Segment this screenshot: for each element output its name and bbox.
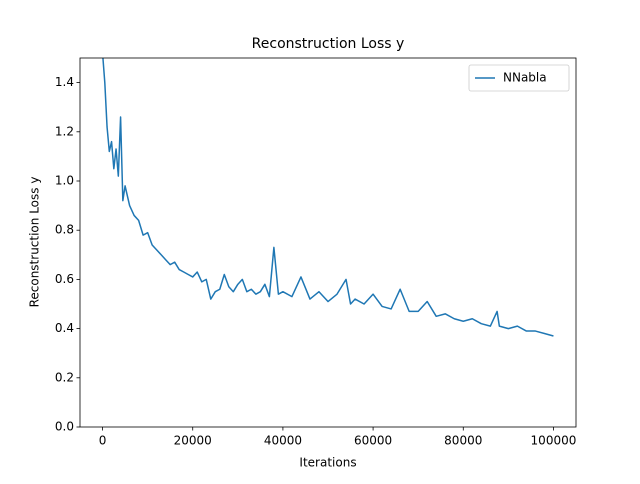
axes-frame [79,57,577,428]
chart-title: Reconstruction Loss y [252,36,405,52]
x-axis-label: Iterations [299,456,356,470]
legend-box [468,64,570,92]
y-tick-label: 0.2 [55,370,74,384]
x-tick-label: 20000 [174,434,212,448]
y-tick-label: 1.0 [55,174,74,188]
x-tick-label: 80000 [444,434,482,448]
legend-label: NNabla [503,71,547,85]
data-line [102,58,554,337]
y-tick-label: 0.8 [55,223,74,237]
y-tick-label: 1.4 [55,75,74,89]
y-tick-label: 0.6 [55,272,74,286]
x-tick-label: 100000 [531,434,577,448]
x-tick-label: 40000 [264,434,302,448]
y-tick-label: 1.2 [55,124,74,138]
x-tick-label: 0 [99,434,107,448]
x-tick-label: 60000 [354,434,392,448]
y-axis-label: Reconstruction Loss y [28,177,42,308]
y-tick-label: 0.4 [55,321,74,335]
plot-area [102,58,554,337]
y-tick-label: 0.0 [55,420,74,434]
